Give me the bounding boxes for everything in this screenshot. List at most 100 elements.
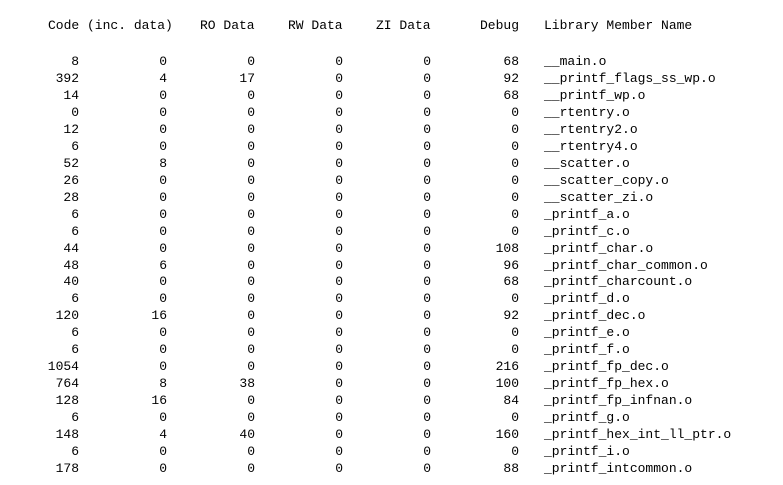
cell-rw: 0 (335, 206, 343, 222)
cell-inc-data: 0 (159, 342, 167, 358)
cell-ro: 0 (247, 104, 255, 120)
cell-code: 392 (55, 70, 79, 86)
cell-name: _printf_d.o (544, 291, 630, 307)
cell-name: _printf_c.o (544, 223, 630, 239)
cell-zi: 0 (423, 138, 431, 154)
cell-inc-data: 0 (159, 444, 167, 460)
cell-inc-data: 8 (159, 376, 167, 392)
cell-rw: 0 (335, 240, 343, 256)
cell-inc-data: 0 (159, 121, 167, 137)
cell-inc-data: 0 (159, 87, 167, 103)
cell-inc-data: 6 (159, 257, 167, 273)
cell-name: __main.o (544, 54, 607, 69)
cell-code: 6 (71, 444, 79, 460)
cell-ro: 0 (247, 342, 255, 358)
cell-code: 28 (63, 189, 79, 205)
cell-inc-data: 0 (159, 172, 167, 188)
cell-zi: 0 (423, 54, 431, 69)
cell-rw: 0 (335, 291, 343, 307)
cell-zi: 0 (423, 291, 431, 307)
cell-debug: 216 (495, 359, 519, 375)
cell-rw: 0 (335, 308, 343, 324)
cell-inc-data: 0 (159, 223, 167, 239)
cell-debug: 0 (511, 138, 519, 154)
cell-name: _printf_char.o (544, 240, 654, 256)
cell-ro: 0 (247, 240, 255, 256)
header-rw-data: RW Data (288, 18, 343, 33)
cell-rw: 0 (335, 138, 343, 154)
cell-inc-data: 0 (159, 359, 167, 375)
cell-name: __printf_flags_ss_wp.o (544, 70, 716, 86)
cell-zi: 0 (423, 206, 431, 222)
cell-ro: 0 (247, 410, 255, 426)
cell-debug: 0 (511, 206, 519, 222)
cell-rw: 0 (335, 121, 343, 137)
cell-debug: 0 (511, 121, 519, 137)
cell-inc-data: 0 (159, 206, 167, 222)
cell-debug: 0 (511, 410, 519, 426)
cell-name: __scatter_zi.o (544, 189, 654, 205)
cell-name: __rtentry4.o (544, 138, 638, 154)
cell-zi: 0 (423, 87, 431, 103)
cell-ro: 0 (247, 393, 255, 409)
cell-code: 6 (71, 223, 79, 239)
cell-code: 26 (63, 172, 79, 188)
cell-zi: 0 (423, 121, 431, 137)
cell-rw: 0 (335, 104, 343, 120)
cell-zi: 0 (423, 308, 431, 324)
cell-debug: 160 (495, 427, 519, 443)
cell-name: _printf_fp_hex.o (544, 376, 669, 392)
cell-ro: 0 (247, 257, 255, 273)
cell-name: _printf_fp_dec.o (544, 359, 669, 375)
cell-code: 148 (55, 427, 79, 443)
cell-debug: 0 (511, 444, 519, 460)
cell-rw: 0 (335, 257, 343, 273)
cell-zi: 0 (423, 410, 431, 426)
cell-code: 128 (55, 393, 79, 409)
cell-code: 6 (71, 325, 79, 341)
cell-name: __rtentry2.o (544, 121, 638, 137)
cell-ro: 0 (247, 444, 255, 460)
cell-rw: 0 (335, 325, 343, 341)
cell-code: 178 (55, 461, 79, 477)
cell-zi: 0 (423, 223, 431, 239)
cell-ro: 0 (247, 121, 255, 137)
cell-ro: 0 (247, 359, 255, 375)
cell-rw: 0 (335, 155, 343, 171)
cell-rw: 0 (335, 274, 343, 290)
cell-inc-data: 0 (159, 138, 167, 154)
cell-ro: 40 (239, 427, 255, 443)
cell-ro: 0 (247, 274, 255, 290)
cell-ro: 0 (247, 87, 255, 103)
cell-debug: 0 (511, 223, 519, 239)
cell-inc-data: 0 (159, 291, 167, 307)
cell-ro: 17 (239, 70, 255, 86)
cell-zi: 0 (423, 257, 431, 273)
cell-ro: 0 (247, 189, 255, 205)
cell-zi: 0 (423, 70, 431, 86)
cell-debug: 68 (503, 54, 519, 69)
cell-rw: 0 (335, 393, 343, 409)
cell-zi: 0 (423, 240, 431, 256)
cell-ro: 0 (247, 138, 255, 154)
cell-rw: 0 (335, 359, 343, 375)
cell-name: _printf_dec.o (544, 308, 646, 324)
cell-zi: 0 (423, 155, 431, 171)
cell-debug: 0 (511, 172, 519, 188)
cell-ro: 0 (247, 172, 255, 188)
header-code: Code (inc. data) (48, 18, 173, 33)
cell-zi: 0 (423, 359, 431, 375)
cell-inc-data: 16 (151, 308, 167, 324)
cell-rw: 0 (335, 427, 343, 443)
cell-rw: 0 (335, 54, 343, 69)
cell-debug: 96 (503, 257, 519, 273)
cell-ro: 0 (247, 206, 255, 222)
cell-zi: 0 (423, 342, 431, 358)
cell-inc-data: 8 (159, 155, 167, 171)
cell-code: 6 (71, 410, 79, 426)
cell-name: __scatter_copy.o (544, 172, 669, 188)
cell-name: _printf_hex_int_ll_ptr.o (544, 427, 732, 443)
cell-code: 40 (63, 274, 79, 290)
cell-code: 764 (55, 376, 79, 392)
cell-inc-data: 16 (151, 393, 167, 409)
